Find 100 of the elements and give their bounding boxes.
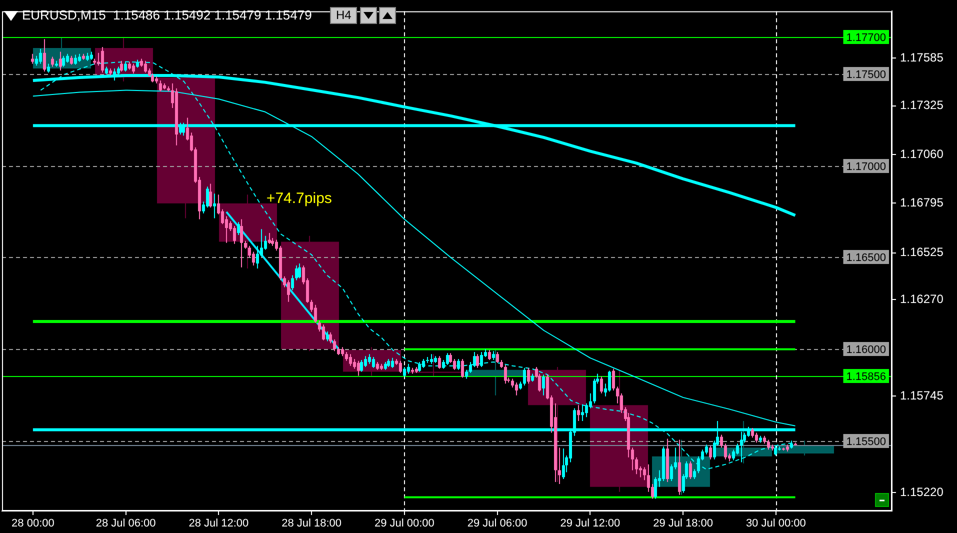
candlestick (457, 358, 460, 370)
candlestick (631, 447, 634, 471)
candlestick (643, 466, 646, 481)
ref-line-label: 1.17000 (846, 161, 886, 174)
candlestick (399, 360, 402, 374)
candlestick (298, 262, 301, 279)
candlestick (97, 52, 100, 66)
candlestick (225, 216, 228, 244)
candlestick (213, 193, 216, 219)
candlestick (341, 346, 344, 357)
candlestick (209, 183, 212, 208)
x-tick-label: 29 Jul 06:00 (467, 518, 528, 530)
candlestick (39, 48, 42, 64)
ref-line-label: 1.17700 (846, 32, 886, 44)
candlestick (461, 358, 464, 378)
annotation: H4 (330, 7, 358, 24)
candlestick (689, 460, 692, 480)
annotation: +74.7pips (266, 190, 332, 207)
y-tick-label: 1.15220 (900, 484, 944, 499)
candlestick (724, 443, 727, 460)
y-tick-label: 1.15745 (900, 388, 944, 402)
candlestick (256, 245, 259, 269)
candlestick (295, 265, 298, 281)
candlestick (391, 357, 394, 368)
candlestick (364, 356, 367, 368)
candlestick (736, 443, 739, 455)
candlestick (159, 80, 162, 92)
candlestick (751, 427, 754, 438)
candlestick (542, 374, 545, 396)
candlestick (774, 445, 777, 456)
y-tick-label: 1.17060 (900, 146, 944, 161)
x-tick-label: 28 00:00 (12, 518, 54, 530)
candlestick (430, 354, 433, 364)
candlestick (144, 60, 147, 74)
ref-line-label: 1.17500 (846, 69, 886, 82)
candlestick (43, 38, 46, 72)
candlestick (612, 368, 615, 391)
ref-line-label: 1.16000 (846, 344, 886, 356)
candlestick (600, 376, 603, 394)
candlestick (360, 359, 363, 372)
ref-line-label: 1.15500 (846, 436, 886, 448)
candlestick (314, 304, 317, 324)
candlestick (767, 439, 770, 450)
candlestick (349, 354, 352, 366)
candlestick (732, 449, 735, 461)
candlestick (418, 361, 421, 372)
candlestick (237, 222, 240, 236)
x-tick-label: 28 Jul 18:00 (282, 518, 342, 530)
candlestick (581, 404, 584, 422)
candlestick (577, 404, 580, 422)
candlestick (240, 218, 243, 268)
y-tick-label: 1.16525 (900, 245, 944, 260)
candlestick (709, 445, 712, 460)
candlestick (101, 46, 104, 74)
candlestick (453, 358, 456, 370)
candlestick (62, 55, 65, 68)
candlestick (488, 350, 491, 360)
candlestick (206, 186, 209, 208)
candlestick (333, 338, 336, 352)
candlestick (562, 448, 565, 480)
candlestick (654, 476, 657, 500)
candlestick (268, 232, 271, 244)
x-tick-label: 28 Jul 12:00 (188, 518, 249, 530)
candlestick (407, 363, 410, 374)
candlestick (504, 364, 507, 384)
y-tick-label: 1.16270 (900, 292, 944, 306)
candlestick (372, 356, 375, 368)
candlestick (132, 63, 135, 74)
candlestick (74, 54, 77, 66)
candlestick (755, 432, 758, 444)
candlestick (635, 456, 638, 475)
y-tick-label: 1.17325 (900, 98, 944, 112)
y-tick-label: 1.16795 (900, 196, 944, 210)
candlestick (589, 392, 592, 409)
candlestick (496, 352, 499, 364)
candlestick (720, 434, 723, 448)
candlestick (403, 366, 406, 378)
candlestick (515, 382, 518, 396)
x-tick-label: 29 Jul 00:00 (374, 518, 434, 530)
candlestick (480, 352, 483, 368)
candlestick (322, 324, 325, 341)
ref-line-label: 1.16500 (846, 252, 886, 264)
candlestick (558, 447, 561, 484)
candlestick (585, 402, 588, 418)
candlestick (523, 367, 526, 386)
candlestick (357, 360, 360, 376)
candlestick (693, 468, 696, 480)
x-tick-label: 29 Jul 18:00 (653, 518, 714, 530)
candlestick (608, 370, 611, 392)
ref-line-label: 1.15856 (846, 371, 886, 384)
candlestick (120, 60, 123, 72)
x-tick-label: 30 Jul 00:00 (746, 518, 806, 530)
candlestick (252, 251, 255, 266)
x-tick-label: 28 Jul 06:00 (96, 518, 156, 530)
candlestick (368, 354, 371, 364)
y-tick-label: 1.17585 (900, 50, 944, 64)
candlestick (353, 358, 356, 370)
candlestick (446, 352, 449, 366)
candlestick (35, 55, 38, 66)
candlestick (233, 226, 236, 244)
